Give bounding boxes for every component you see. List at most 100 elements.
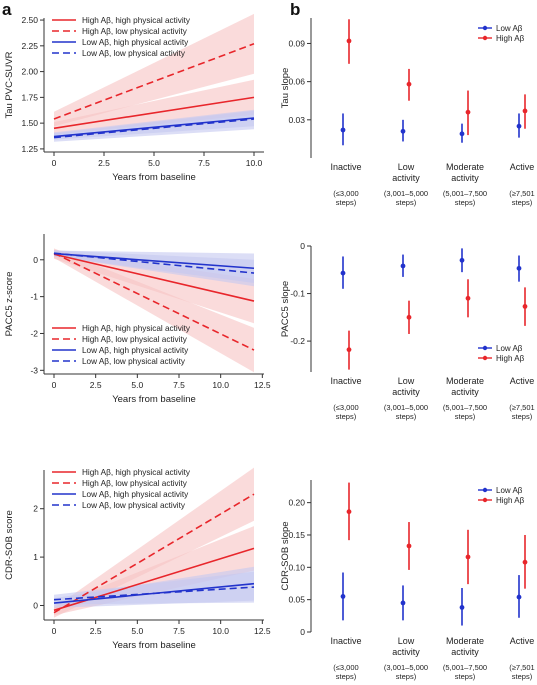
b2-category-steps: (5,001–7,500: [443, 403, 487, 412]
b1-category-steps: (5,001–7,500: [443, 189, 487, 198]
b1-data-point: [522, 108, 528, 114]
b2-category-steps: (≥7,501: [509, 403, 534, 412]
a2-x-tick-label: 5.0: [131, 380, 143, 390]
b1-data-point: [340, 127, 346, 133]
b3-category-label: Inactive: [330, 636, 361, 646]
a1-y-tick-label: 2.50: [21, 15, 38, 25]
b3-data-point: [465, 554, 471, 560]
a1-x-tick-label: 10.0: [246, 158, 263, 168]
b1-y-axis-title: Tau slope: [280, 68, 291, 109]
a2-legend-label: High Aβ, high physical activity: [82, 324, 191, 333]
a1-legend-label: High Aβ, high physical activity: [82, 16, 191, 25]
b3-category-steps: steps): [336, 672, 357, 681]
b2-data-point: [465, 295, 471, 301]
b2-legend-marker: [482, 345, 488, 351]
b2-y-axis-title: PACC5 slope: [280, 281, 291, 337]
b3-legend-marker: [482, 497, 488, 503]
a3-x-tick-label: 2.5: [90, 626, 102, 636]
a2-series-line: [53, 253, 255, 302]
a2-y-tick-label: 0: [33, 255, 38, 265]
b1-data-point: [465, 109, 471, 115]
a3-y-axis-title: CDR-SOB score: [4, 510, 15, 580]
a1-y-tick-label: 1.25: [21, 144, 38, 154]
a1-x-tick-label: 5.0: [148, 158, 160, 168]
a1-series-line: [53, 118, 255, 139]
a2-y-tick-label: -3: [30, 365, 38, 375]
b3-data-point: [406, 543, 412, 549]
a3-y-tick-label: 0: [33, 600, 38, 610]
b3-category-steps: (≤3,000: [333, 663, 358, 672]
b3-category-label: Moderate: [446, 636, 484, 646]
b3-category-label: Active: [510, 636, 535, 646]
a1-y-tick-label: 1.75: [21, 92, 38, 102]
a1-series-line: [53, 96, 255, 130]
a1-y-axis-title: Tau PVC-SUVR: [4, 51, 15, 118]
b3-y-tick-label: 0.10: [288, 562, 305, 572]
b2-legend-label: High Aβ: [496, 354, 525, 363]
a1-x-axis-title: Years from baseline: [112, 172, 196, 183]
a2-legend-label: Low Aβ, high physical activity: [82, 346, 189, 355]
b1-category-label: Moderate: [446, 162, 484, 172]
a3-ci-band: [54, 467, 254, 618]
a2-ci-band: [54, 249, 254, 324]
b3-category-steps: (≥7,501: [509, 663, 534, 672]
b1-category-label: Low: [398, 162, 415, 172]
b1-category-label: activity: [451, 173, 479, 183]
a2-x-tick-label: 10.0: [212, 380, 229, 390]
a1-y-tick-label: 2.25: [21, 41, 38, 51]
b2-data-point: [400, 263, 406, 269]
a2-y-axis-title: PACC5 z-score: [4, 272, 15, 337]
a2-series-line: [53, 252, 255, 351]
b2-category-label: Inactive: [330, 376, 361, 386]
a1-ci-band: [54, 13, 254, 127]
b2-data-point: [346, 347, 352, 353]
b3-legend-label: Low Aβ: [496, 486, 523, 495]
a3-legend-label: Low Aβ, high physical activity: [82, 490, 189, 499]
b1-category-label: activity: [392, 173, 420, 183]
a3-x-tick-label: 10.0: [212, 626, 229, 636]
a1-series-line: [53, 117, 255, 138]
a3-series-line: [53, 493, 255, 614]
b1-data-point: [406, 81, 412, 87]
b3-y-tick-label: 0.15: [288, 530, 305, 540]
b2-category-label: Low: [398, 376, 415, 386]
b3-legend-label: High Aβ: [496, 496, 525, 505]
b3-category-steps: steps): [396, 672, 417, 681]
b1-legend-label: High Aβ: [496, 34, 525, 43]
b1-category-steps: (3,001–5,000: [384, 189, 428, 198]
b1-category-steps: (≥7,501: [509, 189, 534, 198]
b1-data-point: [459, 131, 465, 137]
b1-data-point: [400, 128, 406, 134]
a2-series-line: [53, 252, 255, 274]
a3-x-tick-label: 7.5: [173, 626, 185, 636]
b1-y-tick-label: 0.09: [288, 38, 305, 48]
b2-category-steps: steps): [455, 412, 476, 421]
b3-data-point: [340, 594, 346, 599]
a1-legend-label: Low Aβ, low physical activity: [82, 49, 186, 58]
a3-x-tick-label: 12.5: [254, 626, 271, 636]
b2-y-tick-label: 0: [300, 241, 305, 251]
b2-data-point: [459, 257, 465, 263]
a2-y-tick-label: -2: [30, 328, 38, 338]
b3-legend-marker: [482, 487, 488, 493]
b3-category-label: activity: [451, 647, 479, 657]
b1-data-point: [516, 123, 522, 129]
b1-legend-label: Low Aβ: [496, 24, 523, 33]
b1-category-steps: (≤3,000: [333, 189, 358, 198]
a2-y-tick-label: -1: [30, 292, 38, 302]
b2-data-point: [340, 270, 346, 276]
b3-y-tick-label: 0.20: [288, 498, 305, 508]
b2-data-point: [516, 265, 522, 271]
b1-data-point: [346, 38, 352, 44]
a1-y-tick-label: 2.00: [21, 67, 38, 77]
a1-ci-band: [54, 110, 254, 142]
b3-data-point: [459, 605, 465, 610]
b3-y-tick-label: 0: [300, 627, 305, 637]
b2-category-steps: steps): [512, 412, 533, 421]
b3-category-steps: steps): [455, 672, 476, 681]
b1-category-steps: steps): [512, 198, 533, 207]
b1-legend-marker: [482, 25, 488, 31]
a1-x-tick-label: 2.5: [98, 158, 110, 168]
a3-legend-label: High Aβ, high physical activity: [82, 468, 191, 477]
